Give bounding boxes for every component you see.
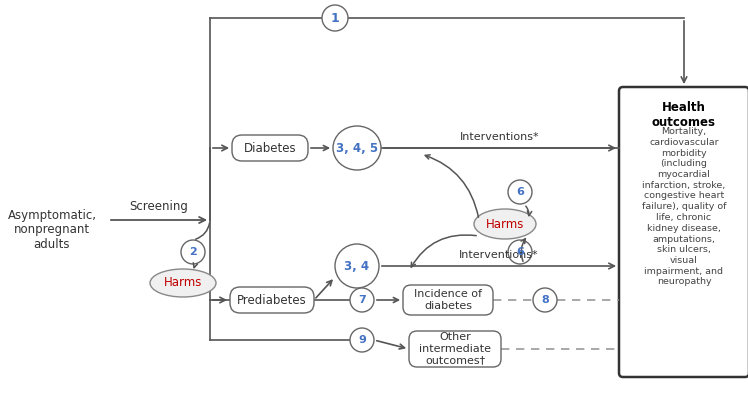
Circle shape [533,288,557,312]
Circle shape [508,180,532,204]
Ellipse shape [333,126,381,170]
Circle shape [322,5,348,31]
Text: Screening: Screening [129,200,188,213]
Circle shape [181,240,205,264]
FancyBboxPatch shape [232,135,308,161]
Ellipse shape [474,209,536,239]
Text: 7: 7 [358,295,366,305]
Text: Interventions*: Interventions* [459,250,539,260]
Text: 3, 4: 3, 4 [344,260,370,272]
Text: Health
outcomes: Health outcomes [652,101,716,129]
Text: Other
intermediate
outcomes†: Other intermediate outcomes† [419,332,491,366]
Text: Mortality,
cardiovascular
morbidity
(including
myocardial
infarction, stroke,
co: Mortality, cardiovascular morbidity (inc… [642,127,726,287]
Text: 6: 6 [516,247,524,257]
Circle shape [350,288,374,312]
Text: 8: 8 [541,295,549,305]
Text: Harms: Harms [164,276,202,289]
Text: Diabetes: Diabetes [244,141,296,154]
Circle shape [508,240,532,264]
FancyBboxPatch shape [403,285,493,315]
Text: 1: 1 [331,12,340,25]
Circle shape [350,328,374,352]
FancyBboxPatch shape [409,331,501,367]
Text: Harms: Harms [485,218,524,231]
Ellipse shape [335,244,379,288]
Text: Interventions*: Interventions* [460,132,540,142]
FancyBboxPatch shape [619,87,748,377]
Text: 6: 6 [516,187,524,197]
Text: 3, 4, 5: 3, 4, 5 [336,141,378,154]
Text: 2: 2 [189,247,197,257]
Text: Incidence of
diabetes: Incidence of diabetes [414,289,482,311]
Ellipse shape [150,269,216,297]
Text: Prediabetes: Prediabetes [237,293,307,306]
Text: Asymptomatic,
nonpregnant
adults: Asymptomatic, nonpregnant adults [7,208,96,252]
Text: 9: 9 [358,335,366,345]
FancyBboxPatch shape [230,287,314,313]
